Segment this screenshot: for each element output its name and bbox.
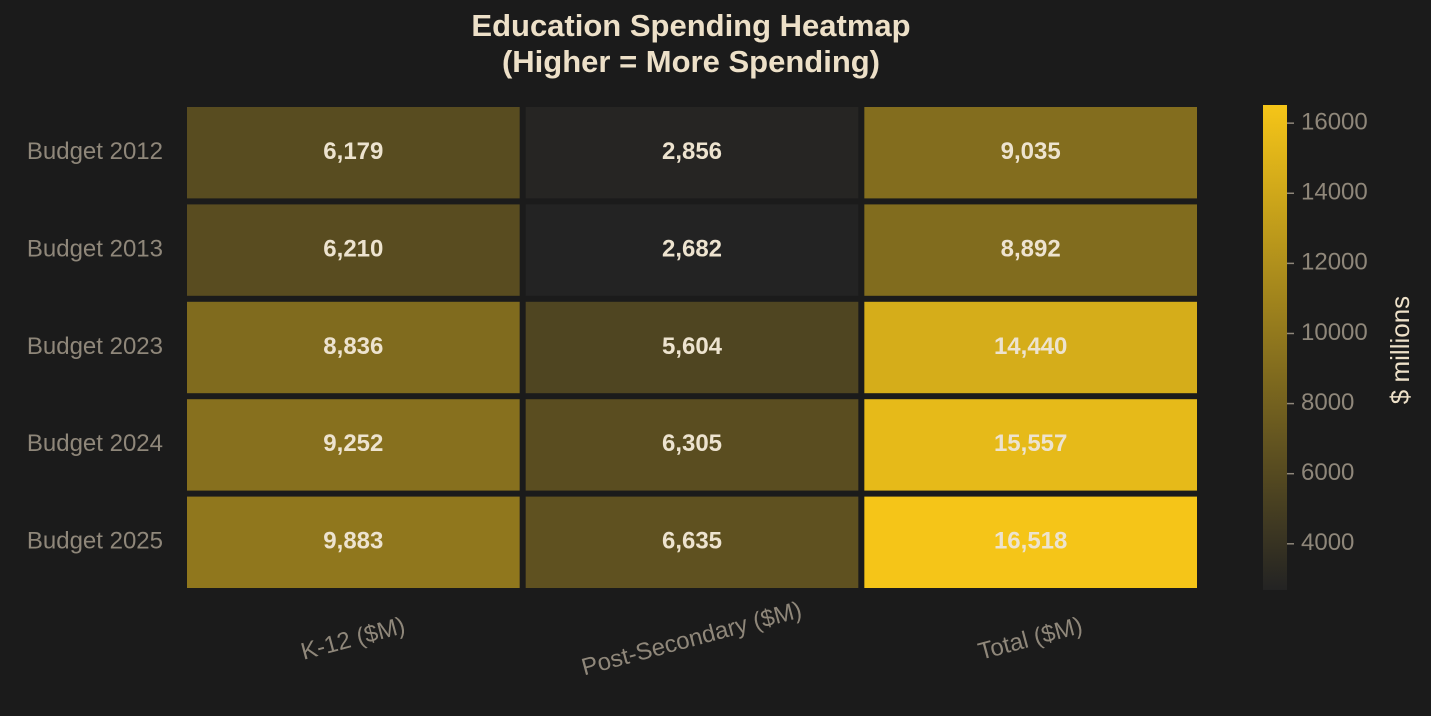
heatmap-cell (864, 301, 1197, 394)
row-label: Budget 2013 (27, 235, 163, 262)
cell-label: 6,635 (662, 528, 722, 555)
colorbar-tick-label: 4000 (1301, 529, 1354, 556)
heatmap-cell (187, 107, 520, 199)
cell-label: 2,856 (662, 138, 722, 165)
cell-label: 9,035 (1001, 138, 1061, 165)
cell-label: 9,252 (323, 430, 383, 457)
heatmap-cell (864, 399, 1197, 491)
colorbar-tick-label: 16000 (1301, 109, 1368, 136)
heatmap-cell (525, 301, 859, 394)
heatmap-cell (187, 204, 520, 296)
row-label: Budget 2023 (27, 333, 163, 360)
cell-label: 15,557 (994, 430, 1067, 457)
heatmap-cell (187, 496, 520, 588)
colorbar-tick-label: 14000 (1301, 179, 1368, 206)
colorbar-tick-label: 10000 (1301, 319, 1368, 346)
heatmap-cell (525, 496, 859, 588)
cell-label: 2,682 (662, 235, 722, 262)
cell-label: 16,518 (994, 528, 1067, 555)
heatmap-cell (864, 204, 1197, 296)
cell-label: 6,305 (662, 430, 722, 457)
heatmap-cell (864, 107, 1197, 199)
cell-label: 8,836 (323, 333, 383, 360)
heatmap-cell (187, 301, 520, 394)
heatmap-cell (525, 204, 859, 296)
cell-label: 9,883 (323, 528, 383, 555)
colorbar-tick-label: 6000 (1301, 459, 1354, 486)
cell-label: 14,440 (994, 333, 1067, 360)
heatmap-cell (525, 107, 859, 199)
chart-subtitle: (Higher = More Spending) (502, 44, 880, 79)
colorbar-tick-label: 12000 (1301, 249, 1368, 276)
row-label: Budget 2012 (27, 138, 163, 165)
colorbar (1263, 105, 1287, 590)
heatmap-cell (187, 399, 520, 491)
heatmap-cell (525, 399, 859, 491)
cell-label: 5,604 (662, 333, 723, 360)
colorbar-tick-label: 8000 (1301, 389, 1354, 416)
cell-label: 6,179 (323, 138, 383, 165)
chart-title: Education Spending Heatmap (471, 8, 910, 43)
row-label: Budget 2024 (27, 430, 163, 457)
colorbar-label: $ millions (1385, 296, 1415, 404)
cell-label: 8,892 (1001, 235, 1061, 262)
row-label: Budget 2025 (27, 528, 163, 555)
cell-label: 6,210 (323, 235, 383, 262)
heatmap-cell (864, 496, 1197, 588)
